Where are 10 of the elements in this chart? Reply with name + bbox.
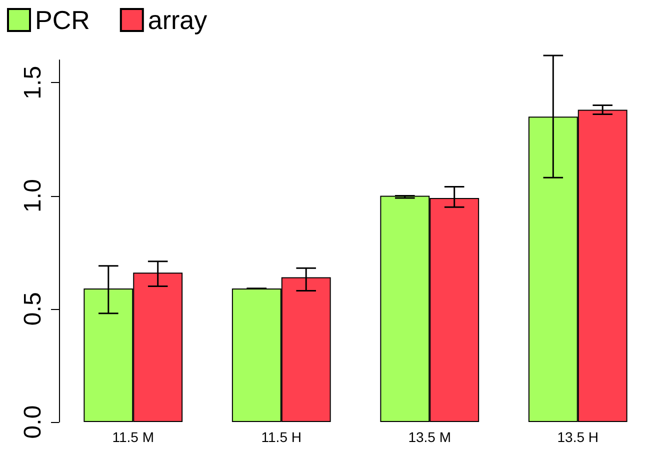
x-tick-label: 11.5 H [261, 429, 302, 445]
x-tick-label: 13.5 M [408, 429, 452, 445]
y-tick-label: 0.0 [20, 405, 46, 439]
legend-label: array [148, 5, 208, 35]
y-tick-label: 0.5 [20, 292, 46, 326]
legend-label: PCR [35, 5, 90, 35]
x-tick-label: 11.5 M [112, 429, 154, 445]
y-tick-label: 1.0 [20, 179, 46, 212]
y-tick-label: 1.5 [20, 66, 46, 100]
x-tick-label: 13.5 H [557, 429, 598, 445]
